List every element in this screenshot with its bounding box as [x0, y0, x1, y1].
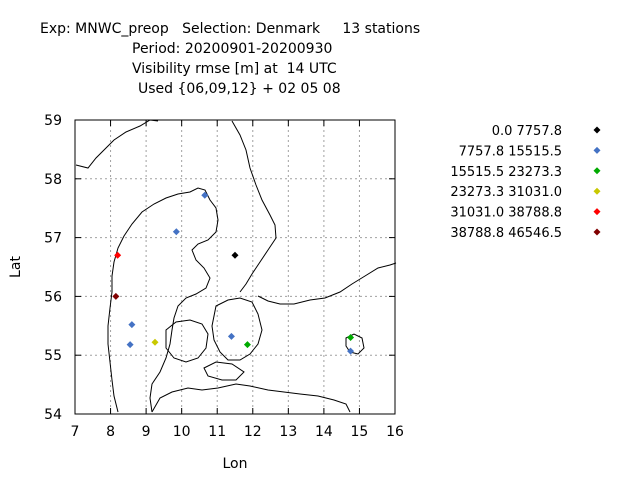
coast-zealand	[212, 298, 262, 360]
legend-marker	[594, 208, 601, 215]
y-tick-label: 56	[44, 289, 62, 305]
legend-label: 0.0 7757.8	[492, 124, 562, 139]
legend-label: 38788.8 46546.5	[450, 226, 562, 241]
data-point	[201, 192, 208, 199]
data-point	[173, 228, 180, 235]
y-tick-label: 54	[44, 407, 62, 423]
y-tick-label: 59	[44, 113, 62, 129]
coast-sweden-west	[232, 121, 276, 292]
legend-marker	[594, 188, 601, 195]
legend: 0.0 7757.8 7757.8 15515.5 15515.5 23273.3 2…	[450, 124, 600, 241]
y-tick-label: 58	[44, 172, 62, 188]
legend-marker	[594, 147, 601, 154]
plot-frame	[75, 120, 395, 414]
x-tick-label: 13	[279, 424, 297, 440]
coast-lolland	[204, 362, 244, 380]
y-tick-label: 55	[44, 348, 62, 364]
axes: 7 8 9 10 11 12 13 14 15 16 54 55 56 57 58 59	[44, 113, 404, 440]
legend-label: 23273.3 31031.0	[450, 185, 562, 200]
data-points	[112, 192, 354, 355]
y-tick-label: 57	[44, 231, 62, 247]
legend-label: 7757.8 15515.5	[459, 144, 562, 159]
x-tick-label: 16	[386, 424, 404, 440]
legend-marker	[594, 229, 601, 236]
data-point	[152, 339, 159, 346]
grid	[75, 120, 395, 414]
data-point	[232, 252, 239, 259]
x-tick-label: 8	[106, 424, 115, 440]
coast-jutland	[108, 188, 218, 412]
data-point	[128, 321, 135, 328]
legend-label: 15515.5 23273.3	[450, 165, 562, 180]
data-point	[228, 333, 235, 340]
x-tick-label: 11	[208, 424, 226, 440]
x-axis-label: Lon	[223, 456, 248, 472]
y-axis-label: Lat	[8, 256, 24, 278]
data-point	[112, 293, 119, 300]
coast-sweden-south	[258, 263, 396, 304]
data-point	[347, 334, 354, 341]
x-tick-label: 9	[142, 424, 151, 440]
coastline	[76, 120, 396, 412]
x-tick-label: 14	[315, 424, 333, 440]
x-tick-label: 10	[173, 424, 191, 440]
x-tick-label: 12	[244, 424, 262, 440]
legend-label: 31031.0 38788.8	[450, 206, 562, 221]
data-point	[244, 341, 251, 348]
x-tick-label: 7	[71, 424, 80, 440]
legend-marker	[594, 167, 601, 174]
data-point	[127, 341, 134, 348]
coast-germany	[152, 384, 350, 412]
legend-marker	[594, 127, 601, 134]
x-tick-label: 15	[351, 424, 369, 440]
